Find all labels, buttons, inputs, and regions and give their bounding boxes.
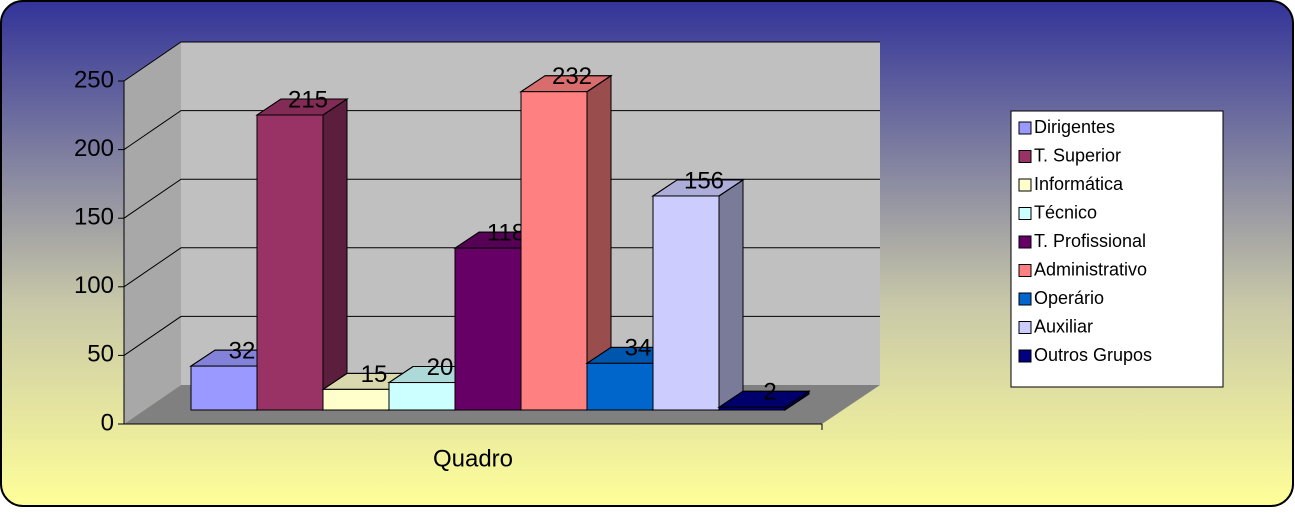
- bar: [520, 91, 588, 411]
- legend-label: Administrativo: [1034, 259, 1147, 279]
- value-label: 215: [288, 86, 328, 113]
- bar: [388, 382, 456, 411]
- legend-label: T. Superior: [1034, 145, 1121, 165]
- value-label: 156: [684, 167, 724, 194]
- bar: [718, 406, 786, 411]
- y-tick-label: 150: [74, 204, 114, 231]
- grid-line: [123, 315, 880, 356]
- legend-swatch: [1018, 150, 1032, 163]
- legend-swatch: [1018, 349, 1032, 363]
- legend-label: Auxiliar: [1034, 316, 1093, 336]
- legend-swatch: [1018, 292, 1032, 306]
- y-tick-label: 0: [101, 409, 114, 436]
- grid-line: [123, 247, 880, 288]
- bar-side-shade: [718, 179, 744, 411]
- legend-label: Outros Grupos: [1034, 345, 1152, 365]
- y-tick-label: 200: [74, 135, 114, 162]
- value-label: 34: [625, 335, 652, 362]
- grid-line: [123, 41, 880, 82]
- grid-line: [123, 178, 880, 219]
- bar: [454, 247, 522, 411]
- legend-label: Dirigentes: [1034, 117, 1115, 137]
- bar: [586, 362, 654, 411]
- value-label: 118: [487, 219, 525, 246]
- legend-label: Operário: [1034, 288, 1104, 308]
- bar: [322, 388, 390, 411]
- bar-side-shade: [322, 98, 348, 411]
- y-tick-label: 100: [74, 272, 114, 299]
- legend-swatch: [1018, 264, 1032, 277]
- legend-label: Técnico: [1034, 202, 1097, 222]
- y-tick-label: 250: [74, 66, 114, 93]
- legend-swatch: [1018, 121, 1032, 135]
- value-label: 20: [427, 354, 454, 381]
- bar: [190, 365, 258, 411]
- value-label: 232: [552, 63, 592, 90]
- value-label: 32: [229, 337, 256, 364]
- legend-swatch: [1018, 235, 1032, 249]
- x-tick-label: Quadro: [433, 445, 513, 472]
- value-label: 15: [361, 361, 388, 388]
- legend-label: T. Profissional: [1034, 231, 1146, 251]
- side-wall: [124, 42, 181, 424]
- y-tick-label: 50: [87, 341, 114, 368]
- legend-swatch: [1018, 321, 1032, 334]
- legend: [1010, 110, 1224, 388]
- bar: [256, 114, 324, 411]
- legend-swatch: [1018, 178, 1032, 192]
- value-label: 2: [763, 379, 776, 406]
- legend-label: Informática: [1034, 174, 1124, 194]
- bar: [652, 195, 720, 411]
- legend-swatch: [1018, 207, 1032, 220]
- grid-line: [123, 110, 880, 151]
